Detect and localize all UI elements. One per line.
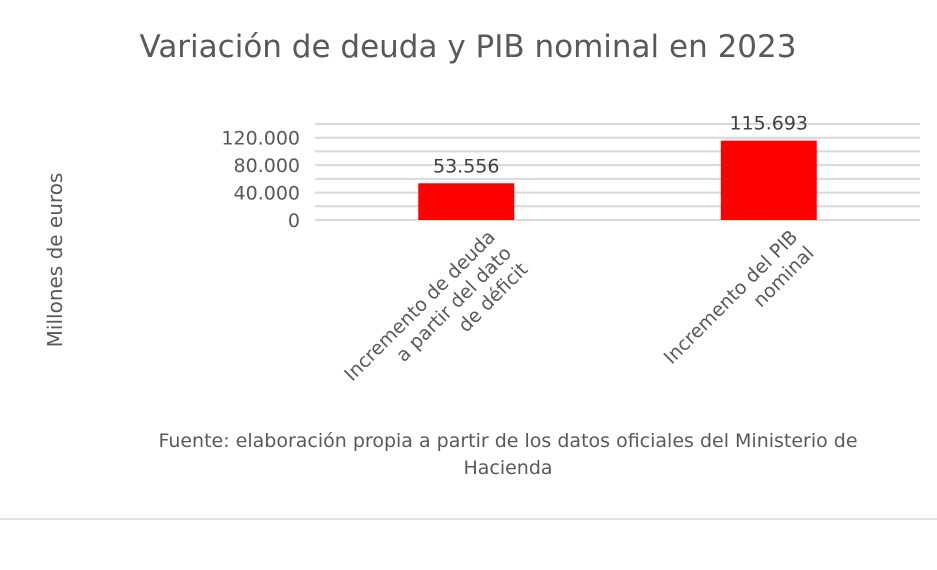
x-category-label-line: Incremento del PIB	[660, 226, 803, 369]
y-axis-title: Millones de euros	[43, 173, 67, 348]
bar	[720, 140, 817, 220]
y-tick-label: 120.000	[221, 128, 300, 150]
chart-title: Variación de deuda y PIB nominal en 2023	[140, 29, 797, 65]
y-tick-label: 80.000	[234, 155, 300, 177]
source-note: Fuente: elaboración propia a partir de l…	[158, 430, 858, 479]
data-label: 53.556	[433, 155, 499, 177]
bar	[418, 183, 515, 220]
y-tick-label: 40.000	[234, 183, 300, 205]
divider	[0, 518, 937, 520]
data-label: 115.693	[729, 113, 808, 135]
y-tick-label: 0	[288, 210, 300, 232]
